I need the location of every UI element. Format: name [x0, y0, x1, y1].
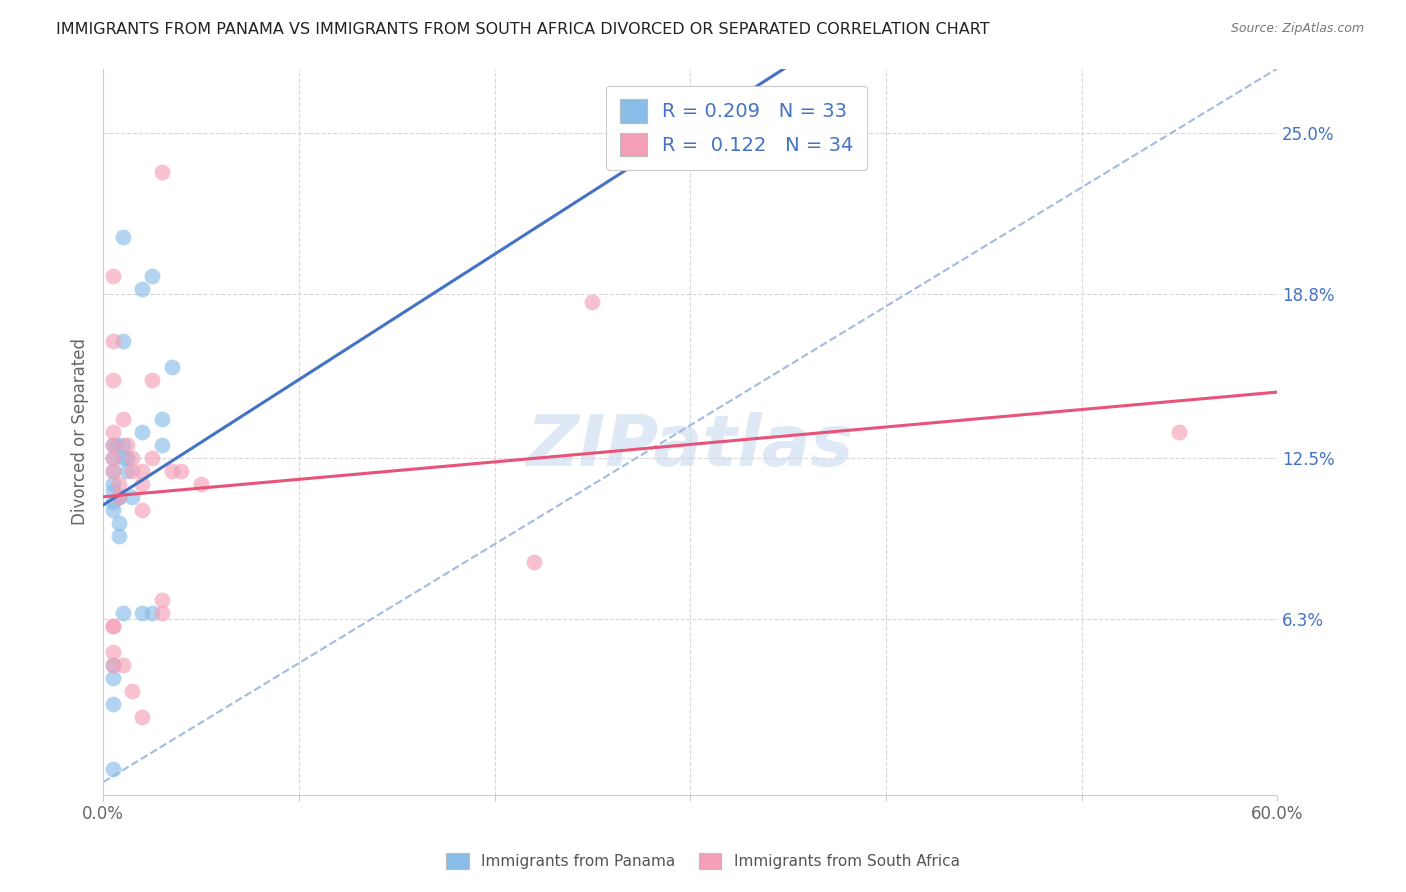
Point: [150, 607, 173, 621]
Point: [101, 762, 124, 776]
Point: [107, 528, 129, 542]
Point: [101, 619, 124, 633]
Legend: R = 0.209   N = 33, R =  0.122   N = 34: R = 0.209 N = 33, R = 0.122 N = 34: [606, 86, 868, 169]
Point: [160, 359, 183, 374]
Point: [101, 495, 124, 509]
Point: [160, 464, 183, 478]
Point: [141, 607, 163, 621]
Text: Source: ZipAtlas.com: Source: ZipAtlas.com: [1230, 22, 1364, 36]
Point: [150, 412, 173, 426]
Point: [107, 490, 129, 504]
Point: [150, 438, 173, 452]
Point: [150, 165, 173, 179]
Point: [101, 645, 124, 659]
Y-axis label: Divorced or Separated: Divorced or Separated: [72, 338, 89, 525]
Point: [121, 464, 143, 478]
Point: [131, 607, 153, 621]
Point: [107, 476, 129, 491]
Point: [101, 658, 124, 673]
Point: [141, 269, 163, 284]
Legend: Immigrants from Panama, Immigrants from South Africa: Immigrants from Panama, Immigrants from …: [440, 847, 966, 875]
Point: [115, 450, 138, 465]
Point: [111, 412, 134, 426]
Point: [131, 282, 153, 296]
Point: [101, 438, 124, 452]
Point: [111, 438, 134, 452]
Point: [101, 373, 124, 387]
Point: [111, 334, 134, 348]
Point: [111, 230, 134, 244]
Point: [101, 464, 124, 478]
Point: [101, 269, 124, 284]
Point: [101, 334, 124, 348]
Point: [115, 438, 138, 452]
Point: [581, 295, 603, 310]
Point: [101, 484, 124, 499]
Point: [101, 502, 124, 516]
Point: [107, 490, 129, 504]
Point: [107, 516, 129, 530]
Point: [111, 607, 134, 621]
Point: [111, 450, 134, 465]
Point: [1168, 425, 1191, 439]
Point: [101, 476, 124, 491]
Point: [190, 476, 212, 491]
Point: [131, 710, 153, 724]
Point: [141, 450, 163, 465]
Point: [718, 127, 741, 141]
Point: [101, 698, 124, 712]
Point: [121, 684, 143, 698]
Point: [121, 490, 143, 504]
Point: [101, 658, 124, 673]
Point: [115, 464, 138, 478]
Point: [101, 671, 124, 685]
Point: [131, 425, 153, 439]
Point: [107, 490, 129, 504]
Text: IMMIGRANTS FROM PANAMA VS IMMIGRANTS FROM SOUTH AFRICA DIVORCED OR SEPARATED COR: IMMIGRANTS FROM PANAMA VS IMMIGRANTS FRO…: [56, 22, 990, 37]
Point: [170, 464, 193, 478]
Point: [150, 593, 173, 607]
Point: [111, 658, 134, 673]
Point: [131, 502, 153, 516]
Point: [141, 373, 163, 387]
Point: [101, 619, 124, 633]
Point: [131, 464, 153, 478]
Point: [101, 450, 124, 465]
Text: ZIPatlas: ZIPatlas: [526, 412, 853, 481]
Point: [101, 450, 124, 465]
Point: [121, 450, 143, 465]
Point: [131, 476, 153, 491]
Point: [101, 425, 124, 439]
Point: [105, 438, 128, 452]
Point: [523, 555, 546, 569]
Point: [101, 464, 124, 478]
Point: [101, 438, 124, 452]
